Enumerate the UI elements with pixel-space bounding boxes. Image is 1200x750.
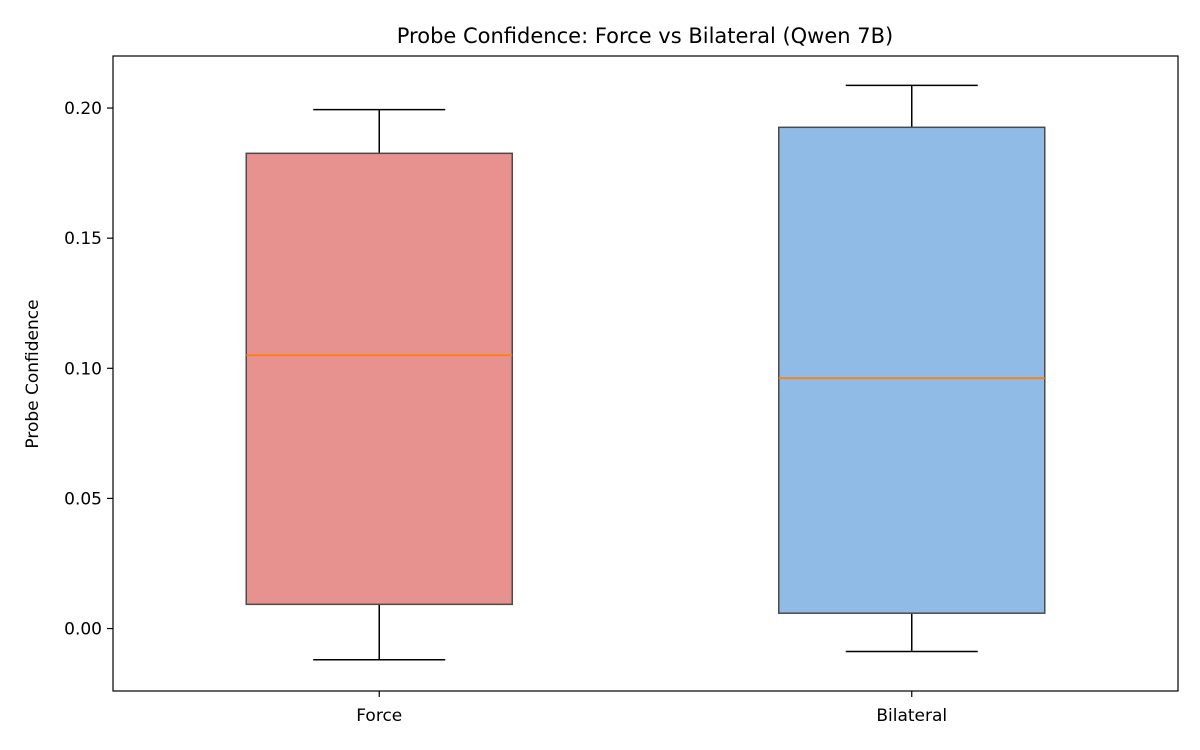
chart-title: Probe Confidence: Force vs Bilateral (Qw… xyxy=(397,24,893,48)
plot-frame xyxy=(112,55,1179,692)
box-iqr xyxy=(245,152,513,606)
x-tick-label: Bilateral xyxy=(876,706,947,726)
y-tick-label: 0.00 xyxy=(64,620,102,640)
plot-area xyxy=(245,84,1046,661)
y-tick-label: 0.20 xyxy=(64,99,102,119)
box-iqr xyxy=(778,126,1046,614)
y-axis: 0.00 0.05 0.10 0.15 0.20 xyxy=(64,99,113,640)
x-axis: Force Bilateral xyxy=(356,691,947,726)
x-tick-label: Force xyxy=(356,706,402,726)
y-tick-label: 0.15 xyxy=(64,229,102,249)
box-bilateral xyxy=(778,84,1046,653)
y-tick-label: 0.05 xyxy=(64,489,102,509)
box-force xyxy=(245,108,513,661)
y-axis-label: Probe Confidence xyxy=(23,299,43,448)
y-tick-label: 0.10 xyxy=(64,359,102,379)
